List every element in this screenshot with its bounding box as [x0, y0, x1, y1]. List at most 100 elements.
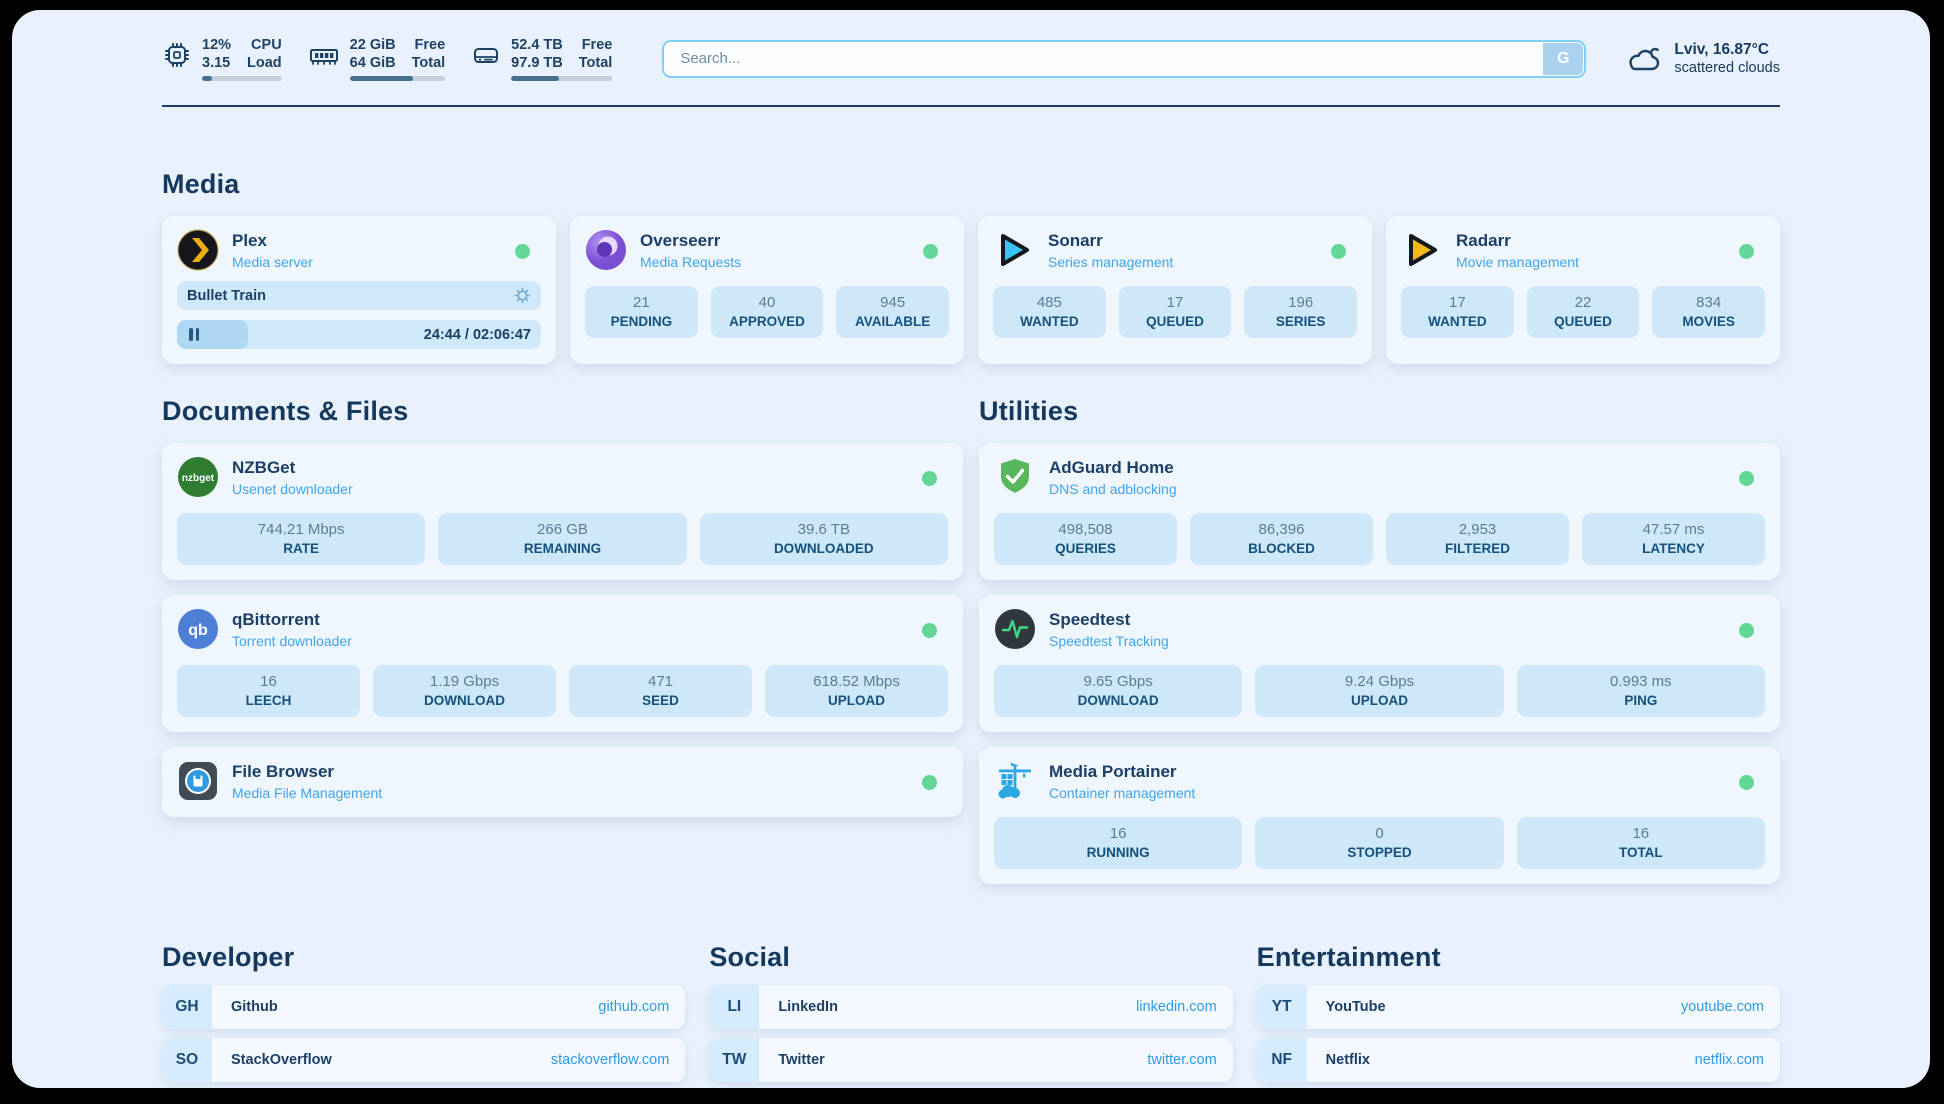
app-subtitle: Media Requests: [640, 253, 742, 270]
section-title-entertainment: Entertainment: [1256, 942, 1441, 973]
stat-label: PING: [1624, 693, 1658, 709]
card-radarr[interactable]: Radarr Movie management 17 WANTED 22 QUE…: [1386, 216, 1780, 365]
stat-box: 16 LEECH: [177, 665, 360, 718]
status-dot: [515, 244, 530, 260]
disk-progressbar: [511, 76, 613, 82]
stat-box: 9.65 Gbps DOWNLOAD: [994, 665, 1243, 718]
stat-value: 485: [1036, 294, 1062, 312]
card-speedtest[interactable]: Speedtest Speedtest Tracking 9.65 Gbps D…: [979, 595, 1780, 733]
bookmark-name: Twitter: [778, 1052, 825, 1069]
bookmark-name: LinkedIn: [778, 999, 838, 1016]
stat-box: 40 APPROVED: [710, 286, 824, 339]
stat-box: 196 SERIES: [1244, 286, 1357, 339]
stat-box: 266 GB REMAINING: [438, 513, 687, 566]
app-subtitle: DNS and adblocking: [1049, 480, 1177, 497]
bookmark-netflix[interactable]: NF Netflix netflix.com: [1256, 1038, 1780, 1083]
stat-box: 0.993 ms PING: [1516, 665, 1765, 718]
memory-widget: 22 GiB Free 64 GiB Total: [308, 36, 446, 82]
card-overseerr[interactable]: Overseerr Media Requests 21 PENDING 40 A…: [570, 216, 964, 365]
stat-label: MOVIES: [1682, 314, 1735, 330]
cloud-icon: [1629, 47, 1660, 70]
app-subtitle: Series management: [1048, 253, 1174, 270]
app-subtitle: Media File Management: [232, 784, 383, 801]
stat-label: RUNNING: [1086, 845, 1150, 861]
stat-value: 47.57 ms: [1642, 521, 1705, 539]
bookmark-name: Github: [231, 999, 278, 1016]
qbittorrent-icon: qb: [178, 609, 218, 650]
bookmark-youtube[interactable]: YT YouTube youtube.com: [1256, 985, 1780, 1030]
card-adguard[interactable]: AdGuard Home DNS and adblocking 498,508 …: [979, 443, 1780, 581]
stat-box: 39.6 TB DOWNLOADED: [699, 513, 948, 566]
stat-value: 196: [1288, 294, 1314, 312]
bookmark-twitter[interactable]: TW Twitter twitter.com: [709, 1038, 1233, 1083]
bookmark-stackoverflow[interactable]: SO StackOverflow stackoverflow.com: [162, 1038, 686, 1083]
app-subtitle: Torrent downloader: [232, 632, 352, 649]
stat-value: 21: [632, 294, 650, 312]
section-title-media: Media: [162, 169, 240, 200]
card-nzbget[interactable]: nzbget NZBGet Usenet downloader 744.21 M…: [162, 443, 963, 581]
section-title-documents: Documents & Files: [162, 396, 409, 427]
overseerr-icon: [586, 230, 626, 271]
bookmark-group-social: Social LI LinkedIn linkedin.com TW Twitt…: [709, 942, 1233, 1088]
card-qbittorrent[interactable]: qb qBittorrent Torrent downloader 16: [162, 595, 963, 733]
disk-free-value: 52.4 TB: [511, 37, 563, 53]
card-filebrowser[interactable]: File Browser Media File Management: [162, 747, 963, 818]
stat-label: REMAINING: [523, 541, 602, 557]
stat-value: 17: [1448, 294, 1466, 312]
search-engine-button[interactable]: G: [1543, 42, 1584, 75]
nzbget-icon-label: nzbget: [182, 473, 215, 484]
stat-label: FILTERED: [1445, 541, 1510, 557]
section-title-developer: Developer: [162, 942, 295, 973]
app-name: NZBGet: [232, 457, 296, 477]
stat-label: UPLOAD: [828, 693, 885, 709]
app-subtitle: Usenet downloader: [232, 480, 353, 497]
stat-value: 2,953: [1458, 521, 1497, 539]
stat-value: 0.993 ms: [1609, 673, 1672, 691]
cpu-widget: 12% CPU 3.15 Load: [162, 36, 282, 82]
status-dot: [1739, 244, 1754, 260]
app-name: Radarr: [1456, 230, 1511, 250]
dashboard-panel: 12% CPU 3.15 Load 22 GiB: [12, 10, 1930, 1088]
stat-box: 945 AVAILABLE: [836, 286, 949, 339]
bookmark-abbr: LI: [709, 985, 760, 1030]
cpu-usage-value: 12%: [202, 37, 232, 53]
pause-icon[interactable]: [189, 328, 199, 342]
stat-label: PENDING: [610, 314, 673, 330]
stat-box: 834 MOVIES: [1652, 286, 1765, 339]
stat-label: STOPPED: [1347, 845, 1412, 861]
stat-value: 16: [260, 673, 277, 691]
bookmark-linkedin[interactable]: LI LinkedIn linkedin.com: [709, 985, 1233, 1030]
weather-condition: scattered clouds: [1674, 60, 1780, 77]
stat-box: 1.19 Gbps DOWNLOAD: [373, 665, 556, 718]
stat-label: SEED: [642, 693, 679, 709]
playback-time: 24:44 / 02:06:47: [423, 326, 531, 343]
stat-value: 39.6 TB: [797, 521, 850, 539]
bookmark-group-entertainment: Entertainment YT YouTube youtube.com NF …: [1256, 942, 1780, 1088]
card-plex[interactable]: Plex Media server Bullet Train: [162, 216, 556, 365]
search-input[interactable]: [662, 39, 1587, 78]
stat-value: 834: [1696, 294, 1722, 312]
disk-label-1: Free: [581, 37, 613, 53]
app-subtitle: Container management: [1049, 784, 1196, 801]
disk-widget: 52.4 TB Free 97.9 TB Total: [471, 36, 613, 82]
disk-label-2: Total: [578, 55, 613, 72]
card-sonarr[interactable]: Sonarr Series management 485 WANTED 17 Q…: [978, 216, 1372, 365]
stat-value: 16: [1109, 825, 1127, 843]
stat-label: LATENCY: [1642, 541, 1705, 557]
stat-box: 21 PENDING: [585, 286, 698, 339]
media-settings-icon[interactable]: [514, 287, 531, 304]
cpu-icon: [165, 43, 189, 67]
cpu-label-1: CPU: [251, 37, 282, 53]
weather-location-temp: Lviv, 16.87°C: [1674, 41, 1770, 59]
status-dot: [922, 623, 937, 639]
status-dot: [922, 471, 937, 487]
stat-value: 9.24 Gbps: [1344, 673, 1415, 691]
bookmark-url: youtube.com: [1680, 999, 1764, 1016]
bookmark-github[interactable]: GH Github github.com: [162, 985, 686, 1030]
bookmark-name: StackOverflow: [231, 1052, 332, 1069]
bookmark-abbr: NF: [1256, 1038, 1307, 1083]
card-portainer[interactable]: Media Portainer Container management 16 …: [979, 747, 1780, 885]
stat-value: 471: [647, 673, 674, 691]
nzbget-icon: nzbget: [178, 457, 218, 498]
sonarr-icon: [1001, 234, 1029, 267]
